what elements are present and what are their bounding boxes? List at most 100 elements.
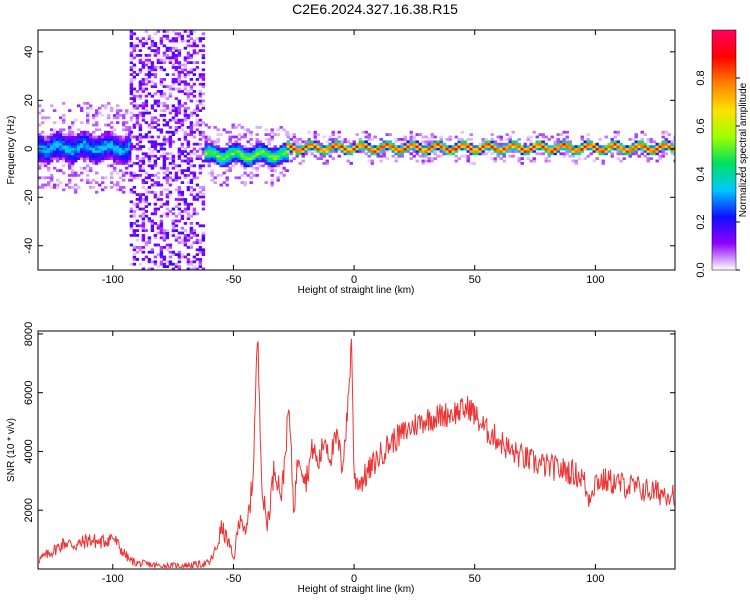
- heatmap-cell: [424, 150, 428, 153]
- heatmap-cell: [541, 135, 545, 139]
- heatmap-cell: [101, 104, 105, 108]
- heatmap-cell: [207, 154, 211, 158]
- heatmap-cell: [237, 147, 241, 151]
- heatmap-cell: [177, 250, 182, 254]
- heatmap-cell: [319, 154, 323, 158]
- heatmap-cell: [388, 133, 392, 136]
- heatmap-cell: [523, 145, 527, 148]
- heatmap-cell: [119, 140, 123, 144]
- heatmap-cell: [50, 104, 54, 108]
- heatmap-cell: [574, 152, 578, 156]
- heatmap-cell: [135, 73, 140, 76]
- heatmap-cell: [643, 147, 647, 151]
- heatmap-cell: [526, 145, 530, 148]
- heatmap-cell: [138, 97, 143, 100]
- heatmap-cell: [62, 145, 66, 148]
- heatmap-cell: [156, 207, 161, 211]
- heatmap-cell: [153, 255, 158, 259]
- heatmap-cell: [41, 186, 45, 189]
- heatmap-cell: [267, 152, 271, 156]
- heatmap-cell: [174, 111, 179, 115]
- heatmap-cell: [370, 145, 374, 148]
- heatmap-cell: [340, 150, 344, 153]
- heatmap-cell: [619, 142, 623, 146]
- heatmap-cell: [667, 145, 671, 148]
- heatmap-cell: [255, 133, 259, 136]
- heatmap-cell: [71, 164, 75, 168]
- heatmap-cell: [604, 150, 608, 153]
- heatmap-cell: [475, 150, 479, 153]
- heatmap-cell: [174, 229, 179, 232]
- heatmap-cell: [391, 154, 395, 158]
- heatmap-cell: [92, 178, 96, 182]
- heatmap-cell: [150, 219, 155, 223]
- heatmap-cell: [246, 152, 250, 156]
- heatmap-cell: [47, 145, 51, 148]
- heatmap-cell: [156, 243, 161, 247]
- heatmap-cell: [174, 68, 179, 72]
- heatmap-cell: [210, 157, 214, 160]
- heatmap-cell: [171, 267, 176, 270]
- heatmap-cell: [65, 138, 69, 141]
- heatmap-cell: [110, 140, 114, 144]
- heatmap-cell: [180, 238, 185, 242]
- heatmap-cell: [409, 147, 413, 151]
- heatmap-cell: [192, 42, 197, 45]
- heatmap-cell: [189, 123, 194, 127]
- heatmap-cell: [138, 126, 143, 129]
- heatmap-cell: [189, 171, 194, 175]
- heatmap-cell: [382, 140, 386, 144]
- heatmap-cell: [92, 162, 96, 165]
- heatmap-cell: [195, 176, 200, 180]
- heatmap-cell: [376, 145, 380, 148]
- heatmap-cell: [116, 104, 120, 108]
- heatmap-cell: [168, 140, 173, 144]
- heatmap-cell: [141, 226, 146, 230]
- heatmap-cell: [71, 169, 75, 172]
- heatmap-cell: [273, 159, 277, 163]
- heatmap-cell: [174, 61, 179, 64]
- heatmap-cell: [159, 226, 164, 230]
- heatmap-cell: [141, 118, 146, 122]
- heatmap-cell: [243, 135, 247, 139]
- heatmap-cell: [129, 37, 134, 40]
- heatmap-cell: [313, 147, 317, 151]
- heatmap-cell: [98, 142, 102, 146]
- heatmap-cell: [276, 157, 280, 160]
- heatmap-cell: [285, 150, 289, 153]
- heatmap-cell: [213, 140, 217, 144]
- heatmap-cell: [454, 154, 458, 158]
- colorbar-tick-label: 0.4: [695, 166, 707, 181]
- heatmap-cell: [138, 169, 143, 172]
- heatmap-cell: [71, 157, 75, 160]
- heatmap-cell: [285, 152, 289, 156]
- heatmap-cell: [135, 238, 140, 242]
- heatmap-cell: [119, 162, 123, 165]
- heatmap-cell: [138, 147, 143, 151]
- heatmap-cell: [165, 140, 170, 144]
- heatmap-cell: [544, 150, 548, 153]
- heatmap-cell: [216, 162, 220, 165]
- heatmap-cell: [301, 150, 305, 153]
- heatmap-cell: [490, 138, 494, 141]
- heatmap-cell: [71, 150, 75, 153]
- heatmap-cell: [192, 82, 197, 86]
- heatmap-cell: [282, 147, 286, 151]
- heatmap-cell: [165, 212, 170, 216]
- heatmap-cell: [427, 138, 431, 141]
- heatmap-cell: [147, 241, 152, 244]
- heatmap-cell: [150, 154, 155, 158]
- heatmap-cell: [237, 142, 241, 146]
- heatmap-cell: [50, 128, 54, 132]
- heatmap-cell: [586, 142, 590, 146]
- heatmap-cell: [219, 154, 223, 158]
- heatmap-cell: [125, 166, 129, 170]
- heatmap-cell: [129, 130, 134, 134]
- heatmap-cell: [201, 238, 206, 242]
- heatmap-cell: [183, 241, 188, 244]
- heatmap-cell: [195, 154, 200, 158]
- heatmap-cell: [289, 147, 293, 151]
- heatmap-cell: [177, 111, 182, 115]
- heatmap-cell: [673, 135, 675, 139]
- heatmap-cell: [216, 133, 220, 136]
